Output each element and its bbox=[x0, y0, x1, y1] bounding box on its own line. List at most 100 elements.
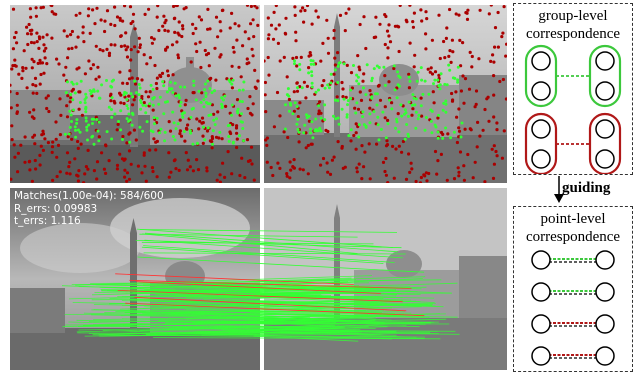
inlier-keypoint bbox=[227, 139, 231, 143]
outlier-keypoint bbox=[32, 60, 36, 64]
outlier-keypoint bbox=[68, 172, 72, 176]
outlier-keypoint bbox=[192, 91, 196, 95]
outlier-keypoint bbox=[340, 144, 344, 149]
outlier-keypoint bbox=[199, 18, 204, 22]
group-level-title-line1: group-level bbox=[538, 8, 608, 24]
outlier-keypoint bbox=[332, 36, 336, 40]
inlier-keypoint bbox=[90, 135, 94, 139]
inlier-keypoint bbox=[307, 71, 311, 75]
outlier-keypoint bbox=[195, 49, 199, 54]
inlier-keypoint bbox=[310, 74, 314, 78]
inlier-keypoint bbox=[368, 121, 372, 125]
inlier-keypoint bbox=[303, 123, 307, 127]
outlier-keypoint bbox=[310, 22, 314, 26]
inlier-keypoint bbox=[110, 115, 114, 119]
inlier-keypoint bbox=[68, 125, 72, 129]
outlier-keypoint bbox=[188, 165, 192, 169]
outlier-keypoint bbox=[130, 76, 134, 80]
outlier-keypoint bbox=[13, 58, 17, 62]
inlier-keypoint bbox=[364, 93, 368, 97]
inlier-match-line bbox=[151, 304, 428, 310]
outlier-keypoint bbox=[126, 45, 130, 49]
outlier-keypoint bbox=[245, 138, 250, 142]
outlier-match-line bbox=[134, 296, 407, 312]
outlier-keypoint bbox=[376, 84, 381, 88]
outlier-keypoint bbox=[278, 166, 282, 170]
outlier-keypoint bbox=[205, 166, 209, 170]
outlier-keypoint bbox=[447, 54, 451, 59]
inlier-keypoint bbox=[405, 123, 409, 126]
outlier-keypoint bbox=[443, 56, 447, 60]
inlier-keypoint bbox=[346, 99, 350, 103]
outlier-keypoint bbox=[50, 150, 54, 154]
outlier-keypoint bbox=[107, 159, 111, 163]
inlier-match-line bbox=[137, 256, 425, 273]
outlier-keypoint bbox=[102, 167, 106, 171]
outlier-keypoint bbox=[199, 65, 203, 70]
outlier-keypoint bbox=[39, 72, 43, 77]
outlier-keypoint bbox=[87, 59, 91, 63]
outlier-keypoint bbox=[145, 62, 149, 66]
inlier-keypoint bbox=[178, 104, 182, 108]
inlier-keypoint bbox=[419, 104, 423, 108]
outlier-keypoint bbox=[407, 152, 411, 156]
outlier-keypoint bbox=[374, 15, 378, 19]
outlier-keypoint bbox=[387, 80, 391, 84]
inlier-keypoint bbox=[444, 99, 448, 103]
point-level-correspondence-box: point-level correspondence bbox=[513, 206, 633, 372]
outlier-keypoint bbox=[123, 44, 127, 48]
inlier-keypoint bbox=[164, 100, 167, 104]
outlier-keypoint bbox=[212, 112, 216, 116]
inlier-keypoint bbox=[226, 124, 230, 128]
outlier-keypoint bbox=[275, 90, 280, 95]
outlier-keypoint bbox=[51, 178, 55, 182]
inlier-keypoint bbox=[368, 112, 372, 116]
inlier-keypoint bbox=[97, 139, 101, 143]
outlier-keypoint bbox=[177, 33, 181, 37]
outlier-keypoint bbox=[118, 70, 122, 74]
outlier-keypoint bbox=[66, 135, 70, 139]
bottom-left-match-image bbox=[10, 188, 260, 370]
inlier-keypoint bbox=[349, 128, 353, 132]
outlier-keypoint bbox=[104, 143, 108, 147]
outlier-keypoint bbox=[344, 95, 348, 99]
outlier-keypoint bbox=[55, 174, 59, 179]
outlier-keypoint bbox=[231, 45, 235, 50]
outlier-keypoint bbox=[218, 173, 222, 177]
inlier-keypoint bbox=[105, 130, 109, 134]
outlier-keypoint bbox=[349, 71, 354, 75]
inlier-keypoint bbox=[443, 82, 447, 86]
outlier-keypoint bbox=[28, 110, 32, 114]
inlier-keypoint bbox=[364, 124, 368, 128]
outlier-keypoint bbox=[174, 167, 178, 171]
outlier-keypoint bbox=[62, 29, 66, 33]
outlier-keypoint bbox=[73, 157, 77, 161]
inlier-keypoint bbox=[176, 122, 180, 126]
outlier-keypoint bbox=[302, 80, 306, 84]
outlier-keypoint bbox=[308, 51, 312, 55]
inlier-keypoint bbox=[230, 82, 234, 86]
outlier-keypoint bbox=[171, 73, 175, 77]
outlier-keypoint bbox=[433, 149, 438, 154]
outlier-keypoint bbox=[58, 170, 62, 174]
outlier-keypoint bbox=[358, 90, 362, 94]
inlier-keypoint bbox=[189, 131, 193, 135]
outlier-keypoint bbox=[56, 143, 61, 147]
outlier-keypoint bbox=[123, 168, 127, 172]
outlier-keypoint bbox=[309, 142, 313, 146]
outlier-keypoint bbox=[249, 5, 253, 8]
outlier-keypoint bbox=[109, 92, 113, 96]
outlier-keypoint bbox=[267, 73, 271, 77]
outlier-keypoint bbox=[62, 73, 66, 77]
outlier-keypoint bbox=[358, 68, 362, 72]
inlier-keypoint bbox=[361, 110, 365, 114]
inlier-keypoint bbox=[310, 120, 314, 124]
outlier-keypoint bbox=[154, 148, 158, 152]
outlier-keypoint bbox=[353, 106, 357, 110]
outlier-keypoint bbox=[478, 134, 482, 138]
outlier-keypoint bbox=[177, 20, 181, 24]
inlier-keypoint bbox=[182, 130, 186, 133]
outlier-keypoint bbox=[155, 76, 159, 80]
outlier-keypoint bbox=[264, 59, 266, 63]
outlier-keypoint bbox=[387, 34, 391, 38]
